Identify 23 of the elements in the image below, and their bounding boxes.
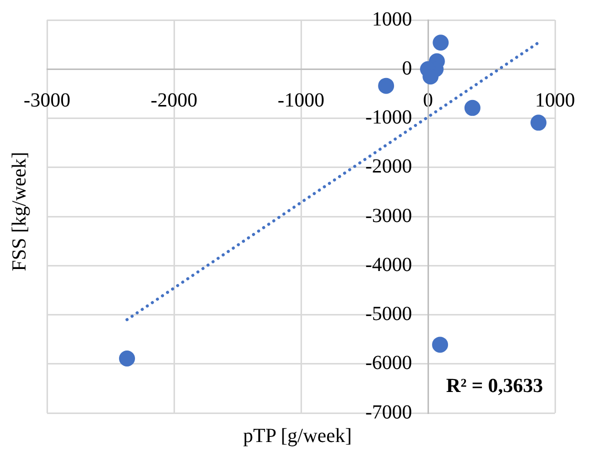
y-tick-label: -7000: [365, 401, 412, 424]
y-tick-label: -4000: [365, 254, 412, 276]
point: [119, 350, 136, 366]
point: [432, 336, 448, 353]
y-tick-label: -2000: [365, 156, 412, 178]
annotation: R² = 0,3633: [446, 375, 543, 398]
y-tick-label: -6000: [365, 352, 412, 374]
x-tick-label: 1000: [535, 89, 575, 112]
y-tick-label: 0: [402, 57, 412, 80]
point: [432, 34, 449, 51]
y-tick-label: -1000: [365, 106, 412, 128]
x-tick-label: -2000: [150, 89, 198, 112]
point: [378, 78, 394, 94]
y-tick-label: -3000: [365, 204, 412, 227]
y-axis-title: FSS [kg/week]: [8, 150, 32, 274]
x-tick-label: -3000: [24, 89, 70, 112]
point: [464, 100, 480, 116]
y-tick-label: 1000: [372, 8, 412, 30]
y-tick-label: -5000: [365, 303, 412, 325]
x-tick-label: 0: [423, 89, 433, 112]
x-axis-title: pTP [g/week]: [242, 425, 353, 448]
x-tick-label: -1000: [278, 89, 324, 112]
point: [530, 114, 546, 131]
